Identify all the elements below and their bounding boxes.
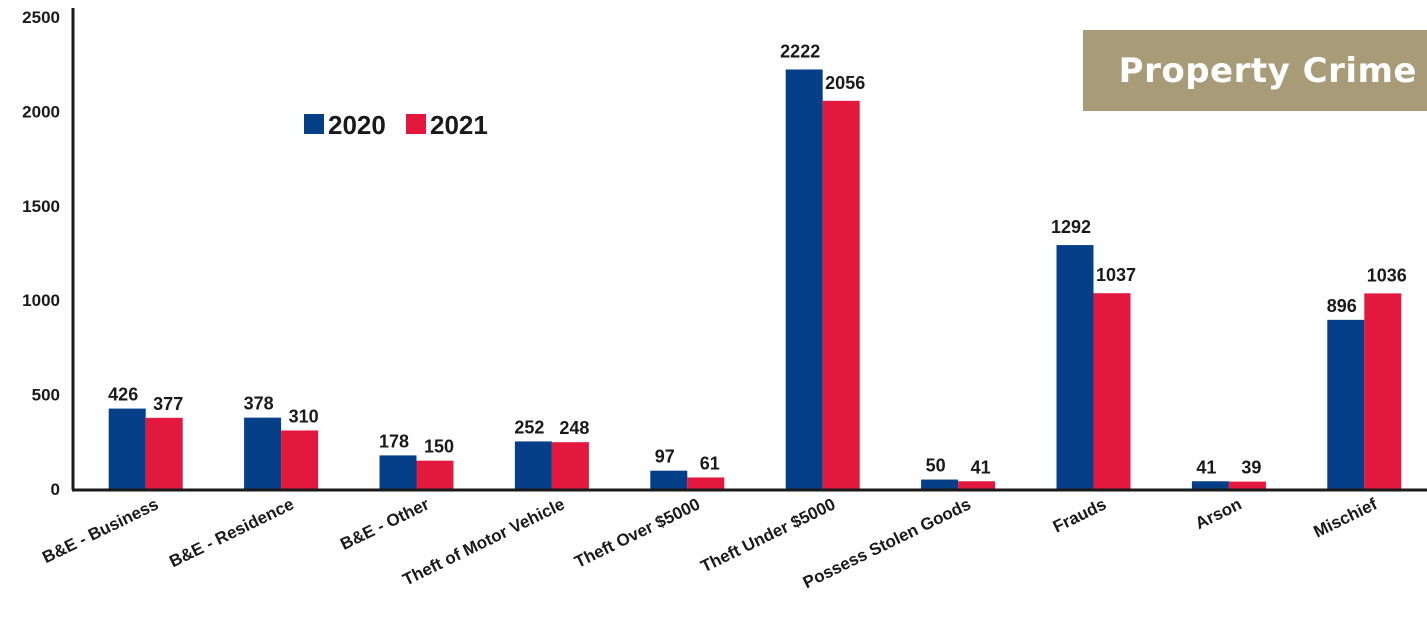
data-label-2020: 2222 bbox=[780, 41, 820, 61]
data-label-2021: 39 bbox=[1241, 458, 1261, 478]
data-label-2020: 378 bbox=[244, 394, 274, 414]
bar-2020 bbox=[514, 441, 552, 489]
x-tick-label: Theft Over $5000 bbox=[572, 495, 703, 572]
data-label-2020: 426 bbox=[108, 385, 138, 405]
y-tick-label: 500 bbox=[32, 386, 60, 405]
chart-title: Property Crime bbox=[1118, 50, 1417, 91]
bar-2021 bbox=[416, 460, 454, 489]
y-axis-ticks: 0 500 1000 1500 2000 2500 bbox=[22, 8, 60, 499]
data-label-2021: 310 bbox=[289, 406, 319, 426]
data-label-2020: 41 bbox=[1196, 457, 1216, 477]
y-tick-label: 1000 bbox=[22, 291, 60, 310]
y-tick-label: 1500 bbox=[22, 197, 60, 216]
data-label-2020: 50 bbox=[926, 456, 946, 476]
bar-2020 bbox=[1056, 245, 1094, 489]
data-label-2021: 61 bbox=[700, 453, 720, 473]
bar-2020 bbox=[921, 479, 959, 489]
x-tick-label: B&E - Residence bbox=[166, 495, 297, 572]
bar-2020 bbox=[1327, 319, 1365, 489]
bar-2021 bbox=[1364, 293, 1402, 489]
data-label-2021: 377 bbox=[153, 394, 183, 414]
bar-2020 bbox=[785, 69, 823, 490]
legend-label-2021: 2021 bbox=[430, 110, 488, 140]
bar-2021 bbox=[281, 430, 319, 489]
bar-2020 bbox=[379, 455, 417, 489]
legend-label-2020: 2020 bbox=[328, 110, 386, 140]
data-label-2021: 1036 bbox=[1367, 265, 1407, 285]
x-tick-label: B&E - Business bbox=[39, 495, 161, 568]
bar-2021 bbox=[145, 417, 183, 489]
bar-2021 bbox=[551, 442, 589, 489]
data-label-2021: 2056 bbox=[825, 73, 865, 93]
y-tick-label: 0 bbox=[51, 480, 60, 499]
bar-2021 bbox=[958, 481, 996, 489]
y-tick-label: 2000 bbox=[22, 102, 60, 121]
data-label-2020: 896 bbox=[1327, 296, 1357, 316]
data-label-2021: 1037 bbox=[1096, 265, 1136, 285]
x-tick-label: Frauds bbox=[1050, 495, 1109, 537]
data-label-2020: 1292 bbox=[1051, 217, 1091, 237]
chart-title-box: Property Crime bbox=[1083, 30, 1427, 111]
data-label-2021: 41 bbox=[971, 457, 991, 477]
bar-2020 bbox=[1191, 481, 1229, 489]
bar-2020 bbox=[650, 470, 688, 489]
category-labels: B&E - Business B&E - Residence B&E - Other… bbox=[39, 494, 1380, 592]
legend-swatch-2021 bbox=[406, 114, 426, 134]
y-tick-label: 2500 bbox=[22, 8, 60, 27]
bar-2021 bbox=[687, 477, 725, 489]
data-label-2021: 150 bbox=[424, 437, 454, 457]
bars bbox=[108, 69, 1402, 490]
x-tick-label: Theft Under $5000 bbox=[698, 495, 839, 577]
legend: 2020 2021 bbox=[304, 110, 488, 140]
bar-2020 bbox=[108, 408, 146, 489]
bar-2021 bbox=[1093, 293, 1131, 489]
data-label-2021: 248 bbox=[559, 418, 589, 438]
data-label-2020: 178 bbox=[379, 431, 409, 451]
data-label-2020: 97 bbox=[655, 447, 675, 467]
bar-2020 bbox=[244, 417, 282, 489]
bar-2021 bbox=[1228, 481, 1266, 489]
x-tick-label: Arson bbox=[1192, 495, 1244, 534]
x-tick-label: B&E - Other bbox=[337, 494, 432, 553]
data-label-2020: 252 bbox=[514, 417, 544, 437]
legend-swatch-2020 bbox=[304, 114, 324, 134]
bar-2021 bbox=[822, 100, 860, 489]
x-tick-label: Mischief bbox=[1311, 494, 1381, 541]
